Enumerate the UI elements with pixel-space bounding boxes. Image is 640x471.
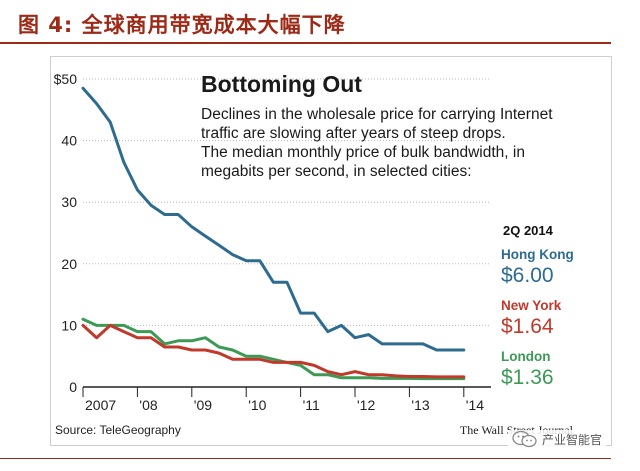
y-axis-ticks: $50 40 30 20 10 0 bbox=[54, 71, 78, 395]
x-tick-label-2009: '09 bbox=[194, 397, 212, 413]
series-line-hong-kong bbox=[81, 86, 466, 352]
y-tick-label-30: 30 bbox=[61, 194, 77, 210]
series-lines bbox=[81, 86, 466, 381]
caption-rule bbox=[0, 42, 611, 44]
x-tick-label-2010: '10 bbox=[248, 397, 266, 413]
x-tick-label-2013: '13 bbox=[411, 397, 429, 413]
x-tick-label-2012: '12 bbox=[357, 397, 375, 413]
chart-subtitle-line-2: traffic are slowing after years of steep… bbox=[201, 125, 506, 142]
series-line-london bbox=[81, 317, 466, 381]
x-tick-label-2014: '14 bbox=[466, 397, 484, 413]
y-tick-label-20: 20 bbox=[61, 256, 77, 272]
chart-panel: $50 40 30 20 10 0 2007 '08 '09 '10 '11 '12 '13 '14 B… bbox=[50, 56, 612, 446]
legend-heading: 2Q 2014 bbox=[503, 223, 554, 238]
wechat-icon bbox=[512, 430, 537, 448]
grid-lines bbox=[83, 78, 491, 326]
legend-value-london: $1.36 bbox=[501, 366, 554, 389]
y-tick-label-40: 40 bbox=[61, 133, 77, 149]
x-tick-label-2008: '08 bbox=[139, 397, 157, 413]
x-axis-ticks: 2007 '08 '09 '10 '11 '12 '13 '14 bbox=[82, 387, 484, 413]
figure-caption: 图 4: 全球商用带宽成本大幅下降 bbox=[18, 13, 346, 37]
y-tick-label-50: $50 bbox=[54, 71, 78, 87]
series-line-new-york bbox=[81, 323, 466, 379]
x-tick-label-2007: 2007 bbox=[85, 397, 116, 413]
x-tick-label-2011: '11 bbox=[303, 397, 320, 413]
footer-rule bbox=[0, 458, 611, 459]
chart-subtitle-line-4: megabits per second, in selected cities: bbox=[201, 163, 472, 180]
legend-value-new-york: $1.64 bbox=[501, 315, 554, 338]
y-tick-label-0: 0 bbox=[69, 379, 77, 395]
watermark-text: 产业智能官 bbox=[542, 432, 603, 447]
bandwidth-price-chart: $50 40 30 20 10 0 2007 '08 '09 '10 '11 '12 '13 '14 B… bbox=[54, 71, 574, 437]
legend-name-hong-kong: Hong Kong bbox=[501, 247, 574, 262]
y-tick-label-10: 10 bbox=[61, 317, 77, 333]
chart-subtitle-line-1: Declines in the wholesale price for carr… bbox=[201, 106, 553, 123]
wechat-watermark: 产业智能官 bbox=[508, 430, 607, 448]
chart-subtitle-line-3: The median monthly price of bulk bandwid… bbox=[201, 144, 525, 161]
chart-source: Source: TeleGeography bbox=[55, 423, 181, 437]
chart-title: Bottoming Out bbox=[201, 71, 362, 97]
legend-name-london: London bbox=[501, 349, 550, 364]
legend-name-new-york: New York bbox=[501, 298, 562, 313]
legend-value-hong-kong: $6.00 bbox=[501, 264, 554, 287]
